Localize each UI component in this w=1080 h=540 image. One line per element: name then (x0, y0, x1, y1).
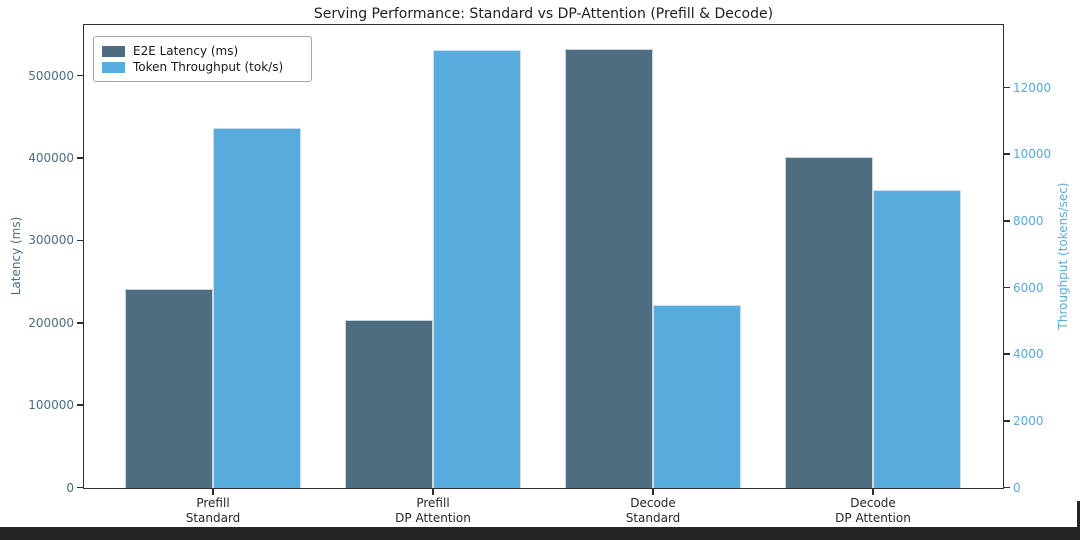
legend-label: Token Throughput (tok/s) (133, 60, 284, 74)
plot-area (83, 24, 1004, 489)
x-tick-line1: Decode (630, 496, 676, 510)
left-tick-label: 300000 (28, 233, 74, 248)
left-tick-label: 500000 (28, 68, 74, 83)
chart-title: Serving Performance: Standard vs DP-Atte… (313, 6, 774, 22)
tick-mark (212, 489, 214, 495)
x-tick-line2: Standard (185, 511, 241, 525)
right-tick-label: 2000 (1013, 413, 1044, 428)
latency-bar-1 (344, 320, 433, 488)
left-axis-label: Latency (ms) (9, 216, 23, 296)
tick-mark (1003, 86, 1010, 89)
latency-bar-2 (564, 49, 653, 488)
right-tick-label: 6000 (1013, 280, 1044, 295)
right-window-edge (1077, 501, 1080, 528)
x-tick-line2: DP Attention (395, 511, 471, 525)
legend-label: E2E Latency (ms) (133, 44, 239, 58)
left-tick-label: 400000 (28, 151, 74, 166)
x-tick-line2: DP Attention (835, 511, 911, 525)
x-tick-label-2: Decode Standard (568, 496, 738, 526)
legend-item-0: E2E Latency (ms) (102, 43, 303, 59)
tick-mark (1003, 420, 1010, 422)
legend-item-1: Token Throughput (tok/s) (102, 59, 303, 75)
tick-mark (1003, 286, 1010, 289)
legend: E2E Latency (ms) Token Throughput (tok/s) (93, 36, 312, 82)
left-tick-label: 100000 (28, 398, 74, 413)
tick-mark (1003, 353, 1010, 355)
tick-mark (432, 489, 434, 495)
tick-mark (872, 489, 874, 495)
tick-mark (1003, 486, 1010, 489)
right-tick-label: 8000 (1013, 213, 1044, 228)
throughput-bar-0 (212, 128, 301, 488)
left-tick-label: 0 (66, 480, 74, 495)
x-tick-line1: Prefill (196, 496, 230, 510)
tick-mark (77, 74, 84, 77)
bottom-window-edge (0, 527, 1080, 540)
throughput-bar-3 (872, 189, 961, 488)
x-tick-line1: Prefill (416, 496, 450, 510)
tick-mark (77, 239, 84, 242)
tick-mark (77, 157, 84, 159)
legend-swatch (102, 61, 125, 73)
tick-mark (77, 486, 84, 489)
right-axis-label: Throughput (tokens/sec) (1056, 182, 1070, 330)
x-tick-label-1: Prefill DP Attention (348, 496, 518, 526)
bars-layer (84, 25, 1003, 488)
latency-bar-0 (124, 288, 213, 488)
x-tick-label-0: Prefill Standard (128, 496, 298, 526)
x-tick-line1: Decode (850, 496, 896, 510)
x-tick-label-3: Decode DP Attention (788, 496, 958, 526)
throughput-bar-2 (652, 304, 741, 488)
tick-mark (1003, 153, 1010, 155)
right-tick-label: 12000 (1013, 80, 1052, 95)
right-tick-label: 4000 (1013, 347, 1044, 362)
right-tick-label: 0 (1013, 480, 1021, 495)
legend-swatch (102, 45, 125, 57)
tick-mark (1003, 220, 1010, 222)
right-tick-label: 10000 (1013, 147, 1052, 162)
x-tick-line2: Standard (625, 511, 681, 525)
tick-mark (652, 489, 654, 495)
latency-bar-3 (784, 156, 873, 488)
tick-mark (77, 322, 84, 324)
left-tick-label: 200000 (28, 315, 74, 330)
throughput-bar-1 (432, 49, 521, 488)
tick-mark (77, 404, 84, 406)
